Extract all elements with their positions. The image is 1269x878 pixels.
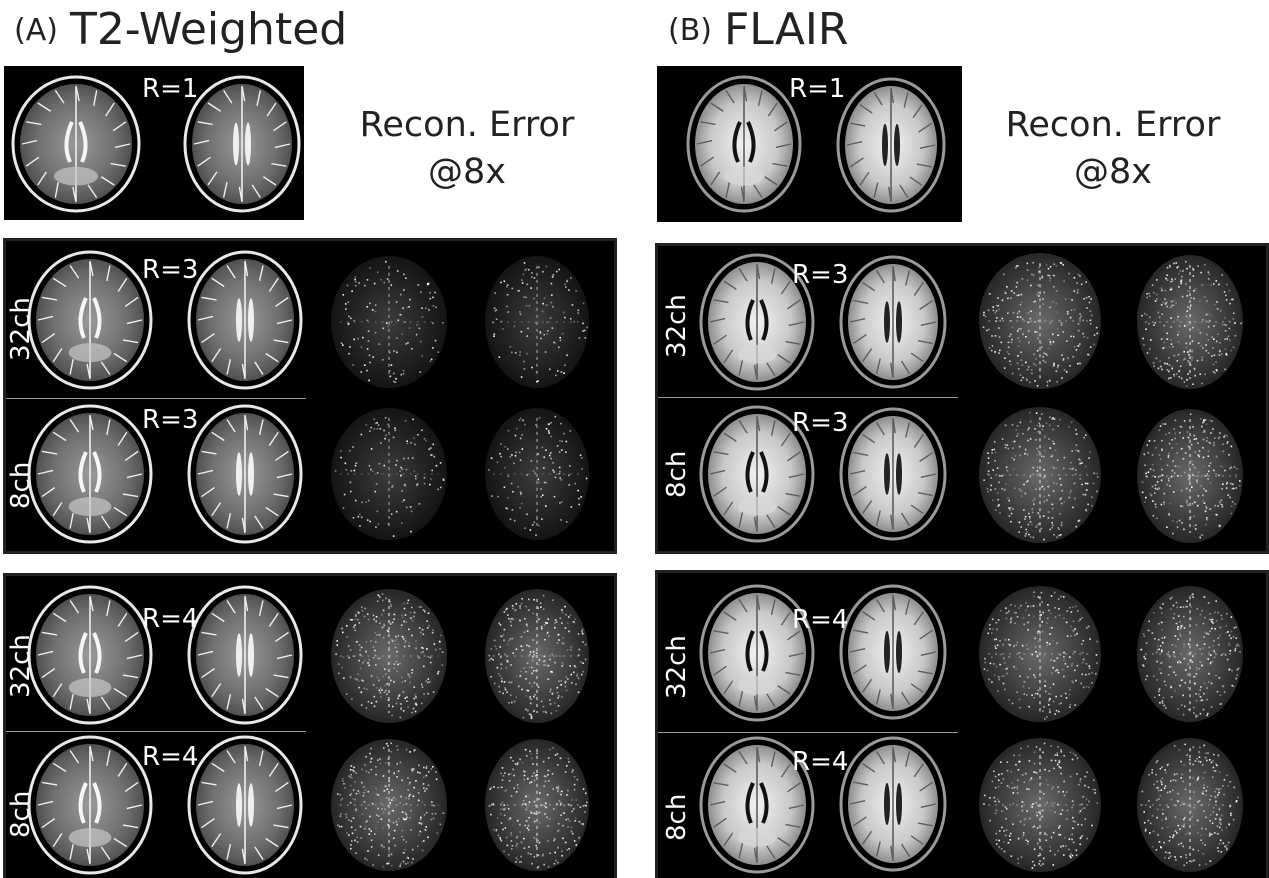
row-channel-label: 8ch [6, 461, 36, 509]
error-map-image [1137, 586, 1243, 722]
brain-slice-image [187, 735, 303, 875]
reference-r-label: R=1 [142, 74, 199, 104]
brain-slice-image [686, 75, 802, 213]
row-channel-label: 8ch [662, 450, 692, 498]
brain-slice-image [187, 250, 303, 390]
recon-error-line2: @8x [428, 152, 506, 193]
error-map-image [485, 408, 589, 540]
brain-slice-image [183, 75, 301, 213]
row-channel-label: 32ch [662, 635, 692, 699]
recon-error-line1: Recon. Error [1005, 105, 1221, 145]
panel-a-group-r4: R=4 32ch R=4 8ch [3, 573, 617, 878]
image-row: R=4 32ch [658, 573, 1266, 731]
row-channel-label: 32ch [662, 294, 692, 358]
reference-r-label: R=1 [789, 74, 846, 104]
row-channel-label: 8ch [6, 790, 36, 838]
brain-slice-image [839, 736, 947, 872]
row-r-label: R=4 [142, 604, 199, 634]
row-channel-label: 32ch [6, 634, 36, 698]
brain-slice-image [27, 250, 153, 390]
image-row: R=4 8ch [6, 732, 614, 878]
row-channel-label: 32ch [6, 297, 36, 361]
error-map-image [485, 739, 589, 871]
brain-slice-image [187, 585, 303, 725]
panel-b-recon-error-label: Recon. Error @8x [983, 102, 1243, 197]
brain-slice-image [836, 77, 946, 213]
brain-slice-image [27, 585, 153, 725]
error-map-image [1137, 409, 1243, 543]
row-separator [6, 398, 306, 399]
error-map-image [331, 408, 447, 540]
brain-slice-image [839, 407, 947, 541]
panel-b-group-r3: R=3 32ch R=3 8ch [655, 243, 1269, 554]
panel-a-recon-error-label: Recon. Error @8x [337, 102, 597, 197]
row-separator [658, 397, 958, 398]
panel-a-title: (A) T2-Weighted [14, 8, 347, 52]
brain-slice-image [11, 75, 141, 213]
panel-a-reference-image: R=1 [4, 66, 304, 220]
row-r-label: R=3 [142, 405, 199, 435]
brain-slice-image [839, 584, 947, 720]
error-map-image [979, 407, 1101, 543]
panel-b-title: (B) FLAIR [668, 8, 848, 52]
error-map-image [485, 589, 589, 723]
row-r-label: R=3 [792, 408, 849, 438]
row-r-label: R=4 [792, 605, 849, 635]
panel-b-title-text: FLAIR [724, 4, 849, 55]
brain-slice-image [699, 253, 815, 391]
brain-slice-image [839, 255, 947, 389]
error-map-image [485, 256, 589, 388]
row-r-label: R=4 [142, 742, 199, 772]
panel-b-tag: (B) [668, 13, 712, 48]
row-r-label: R=4 [792, 747, 849, 777]
image-row: R=3 8ch [6, 399, 614, 551]
image-row: R=3 32ch [658, 246, 1266, 396]
image-row: R=3 8ch [658, 398, 1266, 551]
panel-a-title-text: T2-Weighted [69, 4, 348, 55]
image-row: R=3 32ch [6, 241, 614, 398]
error-map-image [1137, 738, 1243, 872]
recon-error-line2: @8x [1074, 152, 1152, 193]
brain-slice-image [27, 404, 153, 544]
row-r-label: R=3 [142, 255, 199, 285]
error-map-image [331, 256, 447, 388]
error-map-image [1137, 255, 1243, 389]
panel-b-reference-image: R=1 [657, 66, 962, 222]
error-map-image [331, 739, 447, 871]
brain-slice-image [699, 584, 815, 722]
recon-error-line1: Recon. Error [359, 105, 575, 145]
brain-slice-image [699, 736, 815, 874]
error-map-image [331, 589, 447, 723]
error-map-image [979, 738, 1101, 872]
row-separator [6, 731, 306, 732]
panel-b-group-r4: R=4 32ch R=4 8ch [655, 570, 1269, 878]
row-separator [658, 732, 958, 733]
error-map-image [979, 253, 1101, 389]
brain-slice-image [699, 405, 815, 543]
panel-a-group-r3: R=3 32ch R=3 8ch [3, 238, 617, 554]
image-row: R=4 32ch [6, 576, 614, 730]
brain-slice-image [187, 404, 303, 544]
image-row: R=4 8ch [658, 733, 1266, 878]
panel-a-tag: (A) [14, 13, 58, 48]
row-channel-label: 8ch [662, 793, 692, 841]
error-map-image [979, 586, 1101, 722]
row-r-label: R=3 [792, 260, 849, 290]
brain-slice-image [27, 735, 153, 875]
